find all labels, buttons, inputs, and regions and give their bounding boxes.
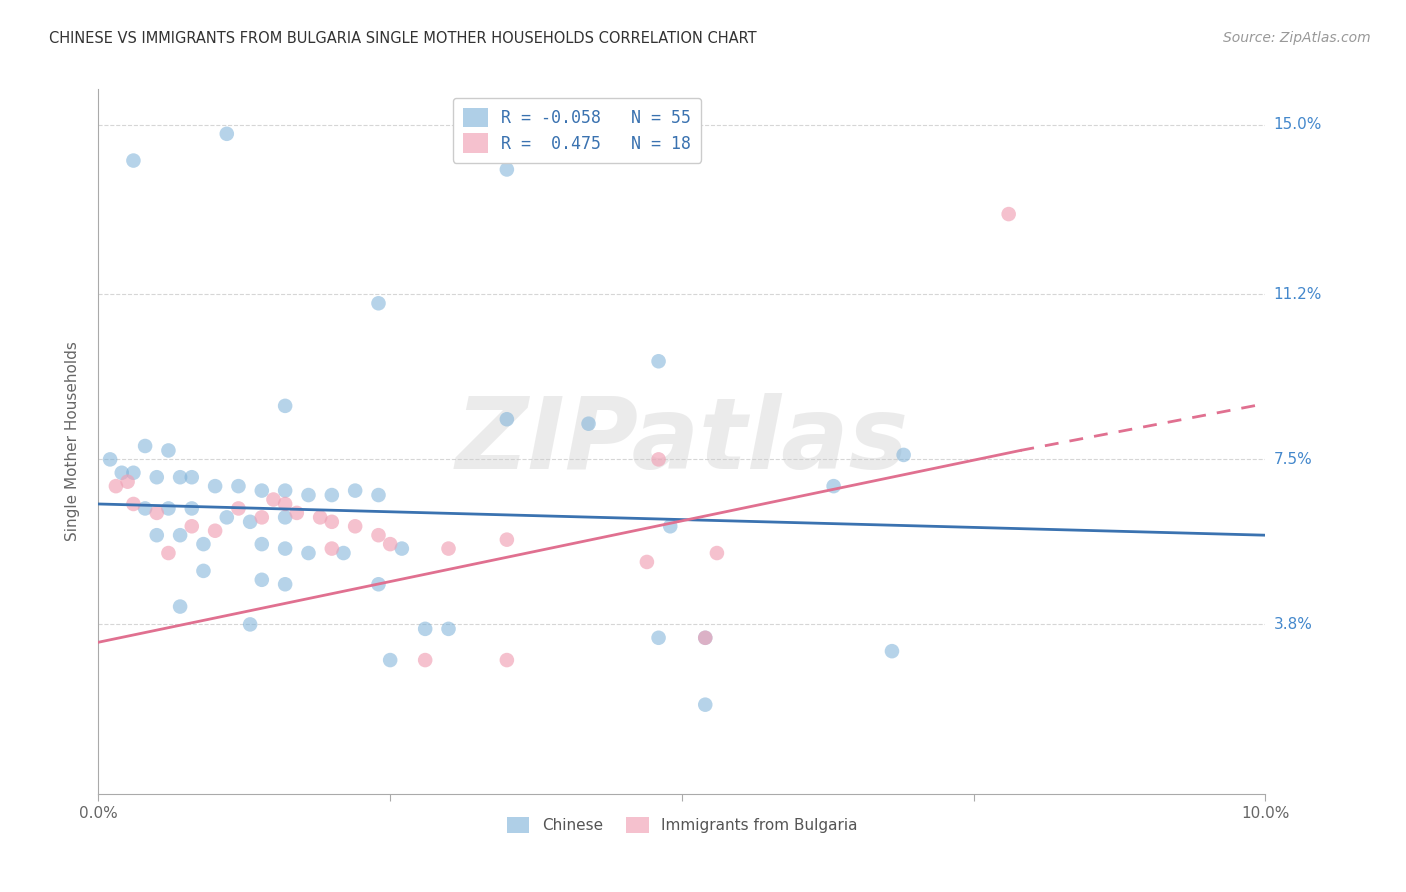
Point [250, 573, 273, 587]
Point [496, 162, 519, 177]
Point [367, 528, 389, 542]
Point [695, 631, 717, 645]
Point [647, 631, 669, 645]
Point [98, 452, 121, 467]
Point [413, 622, 436, 636]
Point [391, 541, 413, 556]
Point [997, 207, 1019, 221]
Point [169, 599, 191, 614]
Point [437, 541, 460, 556]
Point [204, 524, 226, 538]
Point [647, 452, 669, 467]
Point [180, 519, 202, 533]
Text: 3.8%: 3.8% [1274, 617, 1313, 632]
Point [193, 537, 215, 551]
Point [169, 528, 191, 542]
Point [146, 528, 169, 542]
Point [228, 479, 250, 493]
Point [239, 515, 262, 529]
Point [117, 475, 139, 489]
Point [274, 399, 297, 413]
Text: 15.0%: 15.0% [1274, 118, 1322, 132]
Point [321, 488, 343, 502]
Point [321, 541, 343, 556]
Point [204, 479, 226, 493]
Point [239, 617, 262, 632]
Point [122, 497, 145, 511]
Point [367, 296, 389, 310]
Point [122, 466, 145, 480]
Point [215, 510, 238, 524]
Point [274, 510, 297, 524]
Point [104, 479, 127, 493]
Text: CHINESE VS IMMIGRANTS FROM BULGARIA SINGLE MOTHER HOUSEHOLDS CORRELATION CHART: CHINESE VS IMMIGRANTS FROM BULGARIA SING… [49, 31, 756, 46]
Point [285, 506, 308, 520]
Point [659, 519, 682, 533]
Point [250, 483, 273, 498]
Text: 11.2%: 11.2% [1274, 287, 1322, 301]
Point [250, 510, 273, 524]
Point [496, 653, 519, 667]
Point [344, 483, 367, 498]
Point [157, 546, 180, 560]
Text: Source: ZipAtlas.com: Source: ZipAtlas.com [1223, 31, 1371, 45]
Point [180, 501, 202, 516]
Point [274, 541, 297, 556]
Point [134, 501, 156, 516]
Point [274, 497, 297, 511]
Point [437, 622, 460, 636]
Point [157, 501, 180, 516]
Point [274, 483, 297, 498]
Point [193, 564, 215, 578]
Point [695, 631, 717, 645]
Point [228, 501, 250, 516]
Point [706, 546, 728, 560]
Point [169, 470, 191, 484]
Point [157, 443, 180, 458]
Point [496, 412, 519, 426]
Point [647, 354, 669, 368]
Point [367, 577, 389, 591]
Point [250, 537, 273, 551]
Point [215, 127, 238, 141]
Point [111, 466, 134, 480]
Point [332, 546, 354, 560]
Point [122, 153, 145, 168]
Point [893, 448, 915, 462]
Point [880, 644, 903, 658]
Y-axis label: Single Mother Households: Single Mother Households [65, 342, 80, 541]
Point [274, 577, 297, 591]
Point [180, 470, 202, 484]
Point [263, 492, 285, 507]
Text: 7.5%: 7.5% [1274, 452, 1312, 467]
Point [297, 488, 319, 502]
Text: ZIPatlas: ZIPatlas [456, 393, 908, 490]
Point [413, 653, 436, 667]
Point [823, 479, 845, 493]
Point [146, 506, 169, 520]
Point [367, 488, 389, 502]
Point [344, 519, 367, 533]
Point [636, 555, 658, 569]
Point [578, 417, 600, 431]
Point [134, 439, 156, 453]
Point [297, 546, 319, 560]
Legend: Chinese, Immigrants from Bulgaria: Chinese, Immigrants from Bulgaria [501, 811, 863, 839]
Point [321, 515, 343, 529]
Point [380, 653, 402, 667]
Point [309, 510, 332, 524]
Point [496, 533, 519, 547]
Point [380, 537, 402, 551]
Point [695, 698, 717, 712]
Point [146, 470, 169, 484]
